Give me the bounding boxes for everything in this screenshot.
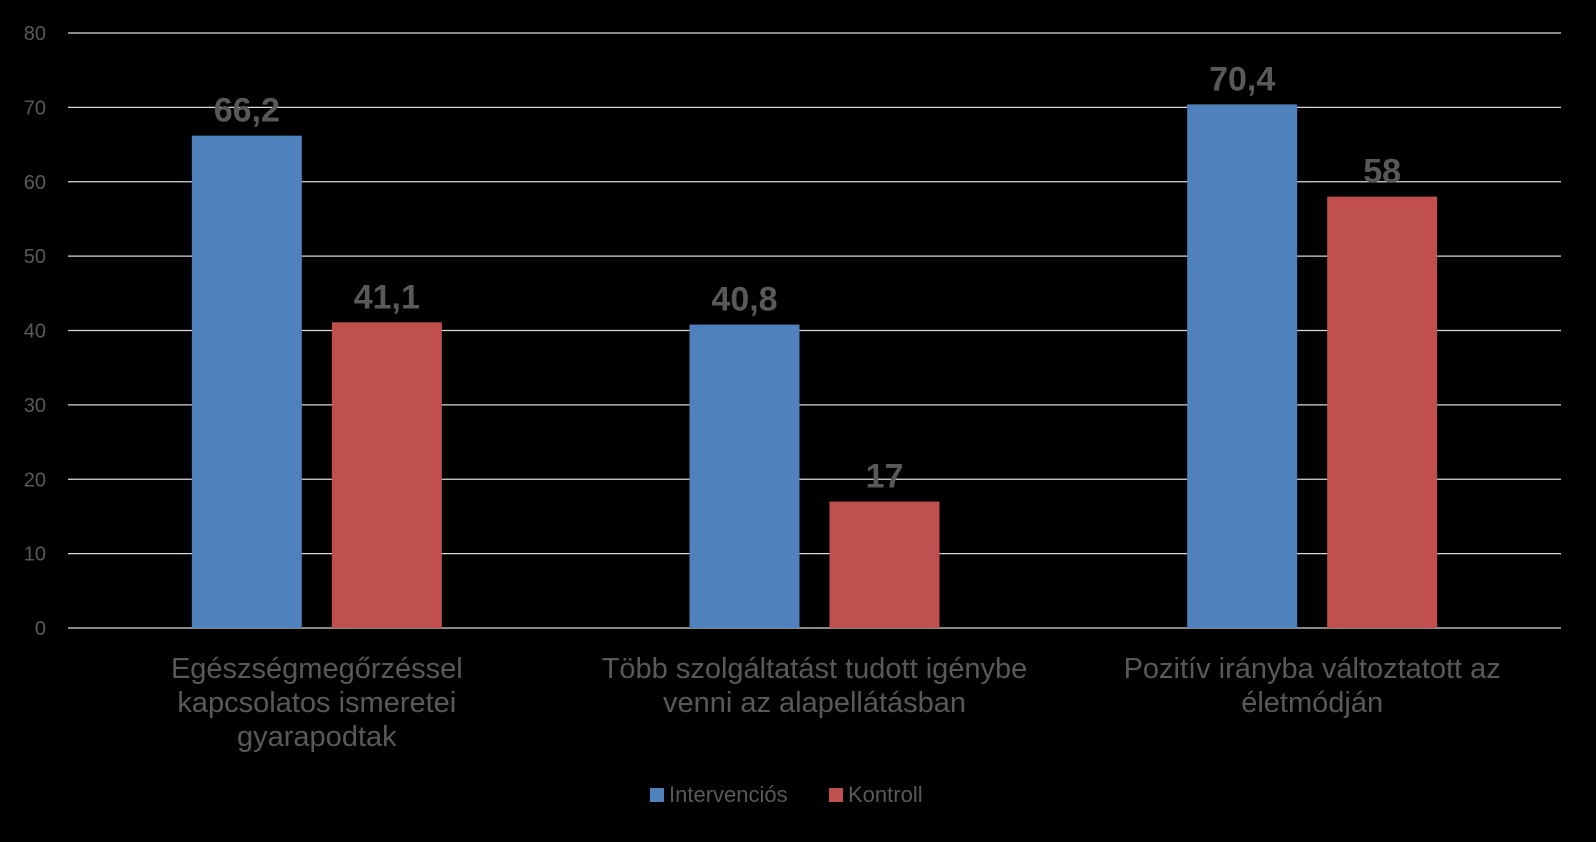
y-tick-label: 80 [24,23,46,45]
bars [191,104,1438,628]
data-label: 40,8 [711,281,777,319]
y-tick-label: 50 [24,246,46,268]
legend-swatch [829,788,843,802]
y-tick-label: 70 [24,97,46,119]
y-tick-label: 40 [24,321,46,343]
gridlines [68,32,1561,629]
category-label: Egészségmegőrzéssel [171,653,463,685]
legend-entry: Kontroll [848,782,923,807]
y-tick-label: 10 [24,544,46,566]
category-label: Több szolgáltatást tudott igénybe [602,653,1028,685]
data-label: 66,2 [214,92,280,130]
data-labels: 66,2 41,1 40,8 17 70,4 58 [214,60,1401,495]
legend-entry: Intervenciós [669,782,788,807]
bar-kontroll [829,501,940,628]
bar-intervenciós [191,135,302,628]
data-label: 58 [1363,153,1401,191]
legend-swatch [650,788,664,802]
y-tick-label: 60 [24,172,46,194]
bar-intervenciós [1187,104,1298,628]
data-label: 17 [866,458,904,496]
bar-kontroll [331,322,442,628]
y-axis-ticks: 0 10 20 30 40 50 60 70 80 [24,23,46,640]
category-label: életmódján [1241,687,1383,719]
bar-intervenciós [689,324,800,628]
y-tick-label: 20 [24,469,46,491]
category-label: kapcsolatos ismeretei [177,687,456,719]
bar-kontroll [1327,196,1438,628]
y-tick-label: 30 [24,395,46,417]
legend: Intervenciós Kontroll [650,782,923,807]
data-label: 70,4 [1209,60,1275,98]
category-label: Pozitív irányba változtatott az [1124,653,1501,685]
y-tick-label: 0 [35,618,46,640]
category-label: venni az alapellátásban [663,687,966,719]
data-label: 41,1 [354,278,420,316]
category-label: gyarapodtak [237,721,397,753]
